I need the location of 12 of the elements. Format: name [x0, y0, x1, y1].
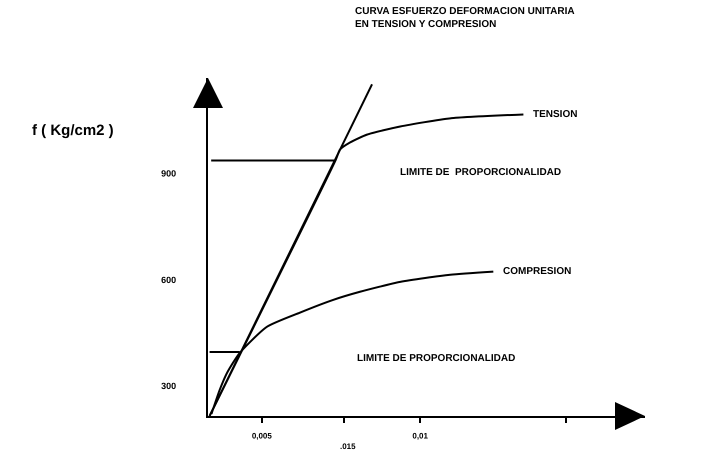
y-tick-label: 300: [161, 381, 176, 392]
x-tick-label: 0,005: [252, 432, 272, 441]
x-tick-label: 0,01: [412, 432, 428, 441]
annotation: LIMITE DE PROPORCIONALIDAD: [400, 167, 562, 178]
series-label: TENSION: [533, 109, 578, 120]
annotation: LIMITE DE PROPORCIONALIDAD: [357, 353, 516, 364]
y-tick-label: 900: [161, 168, 176, 179]
y-tick-label: 600: [161, 274, 176, 285]
text: .015: [340, 442, 356, 451]
y-axis-title: f ( Kg/cm2 ): [32, 122, 114, 139]
chart-title: CURVA ESFUERZO DEFORMACION UNITARIA EN TENSION Y COMPRESION: [355, 6, 575, 30]
series-label: COMPRESION: [503, 266, 572, 277]
